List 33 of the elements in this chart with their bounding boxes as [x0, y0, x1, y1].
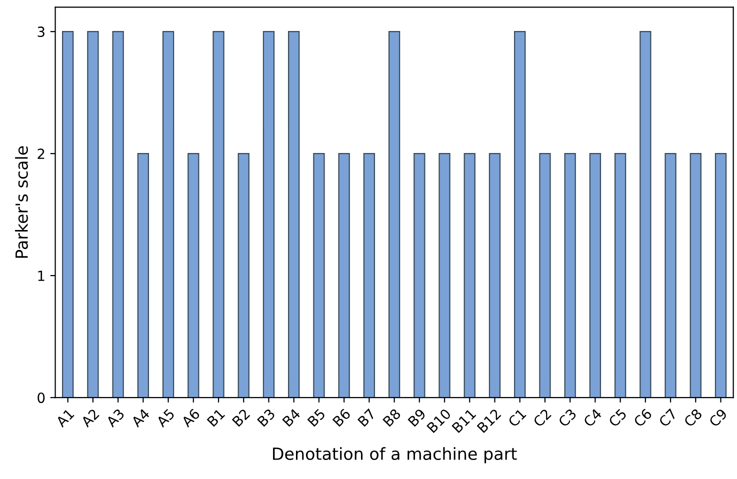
x-tick-label: B7 — [357, 408, 376, 427]
x-tick-label: B4 — [282, 408, 301, 427]
x-tick-label: B10 — [426, 408, 452, 434]
x-tick-label: C4 — [582, 408, 602, 428]
x-tick-label: A3 — [105, 408, 125, 428]
x-tick-label: B12 — [476, 408, 502, 434]
x-tick-label: B11 — [452, 408, 476, 434]
x-tick-label: B9 — [408, 408, 426, 427]
x-tick-label: A2 — [80, 408, 100, 428]
x-tick-label: A5 — [156, 408, 176, 428]
x-tick-label: A6 — [180, 408, 200, 428]
x-tick-label: A4 — [130, 408, 150, 428]
x-tick-label: C8 — [683, 408, 703, 428]
x-tick-label: C5 — [608, 408, 628, 428]
x-tick-label: B8 — [382, 408, 402, 427]
y-axis-title: Parker's scale — [15, 146, 28, 258]
x-tick-label: B6 — [332, 408, 352, 427]
x-tick-label: C6 — [633, 408, 652, 428]
x-tick-label: B3 — [256, 408, 276, 427]
x-tick-label: A1 — [55, 408, 74, 428]
x-tick-label: C9 — [708, 408, 728, 428]
y-tick-label: 1 — [38, 270, 44, 281]
x-tick-label: C3 — [558, 408, 577, 428]
y-tick-label: 3 — [38, 26, 44, 38]
x-tick-label: B5 — [307, 408, 326, 427]
x-tick-label: B1 — [206, 408, 226, 427]
y-tick-label: 0 — [38, 392, 45, 404]
x-tick-label: C7 — [658, 408, 678, 428]
x-tick-label: C1 — [507, 408, 527, 428]
x-tick-label: B2 — [232, 408, 250, 427]
x-tick-label: C2 — [532, 408, 552, 428]
x-axis-title: Denotation of a machine part — [273, 447, 517, 464]
y-tick-label: 2 — [38, 148, 44, 159]
